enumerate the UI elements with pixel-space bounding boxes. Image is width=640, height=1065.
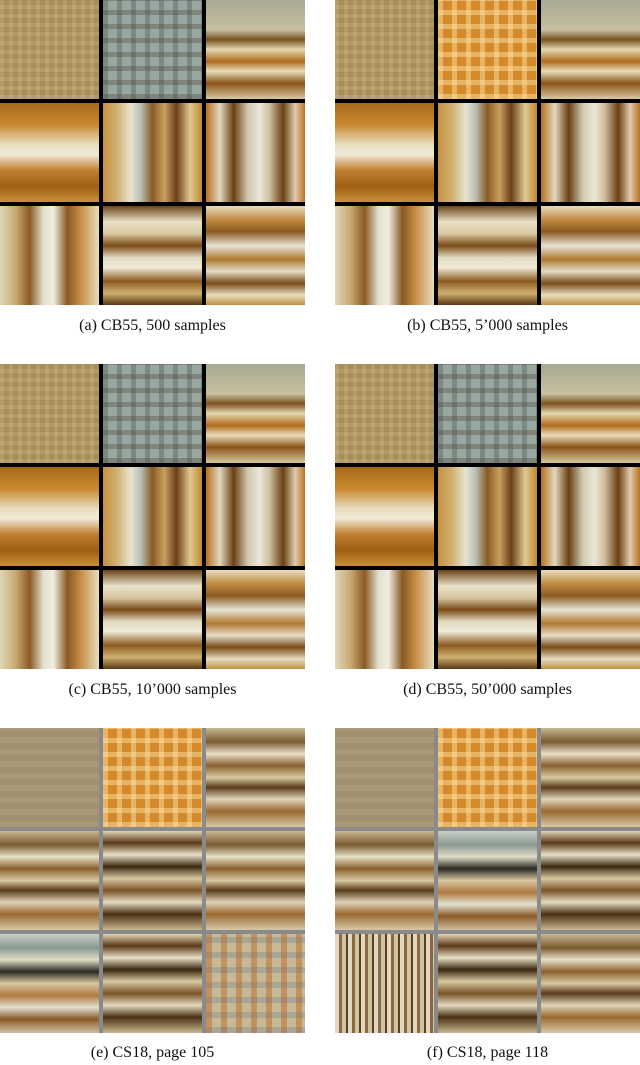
filter-tile <box>335 934 434 1033</box>
caption-f: (f) CS18, page 118 <box>426 1044 549 1061</box>
filter-tile <box>103 570 202 669</box>
filter-tile <box>0 831 99 930</box>
filter-tile <box>103 934 202 1033</box>
filter-tile <box>438 103 537 202</box>
filter-tile <box>0 103 99 202</box>
filter-tile <box>335 728 434 827</box>
filter-grid-a <box>0 0 305 305</box>
panel-d <box>335 364 640 669</box>
filter-tile <box>0 570 99 669</box>
filter-tile <box>206 570 305 669</box>
filter-tile <box>0 728 99 827</box>
filter-tile <box>206 103 305 202</box>
caption-d: (d) CB55, 50’000 samples <box>403 681 572 698</box>
filter-tile <box>103 0 202 99</box>
filter-grid-b <box>335 0 640 305</box>
filter-tile <box>438 364 537 463</box>
filter-tile <box>438 206 537 305</box>
filter-tile <box>103 206 202 305</box>
filter-tile <box>541 206 640 305</box>
filter-tile <box>335 206 434 305</box>
filter-tile <box>438 934 537 1033</box>
filter-tile <box>541 103 640 202</box>
filter-tile <box>541 831 640 930</box>
filter-tile <box>206 934 305 1033</box>
filter-tile <box>438 0 537 99</box>
caption-a: (a) CB55, 500 samples <box>79 317 226 334</box>
filter-tile <box>206 831 305 930</box>
filter-tile <box>103 364 202 463</box>
filter-grid-c <box>0 364 305 669</box>
filter-tile <box>0 364 99 463</box>
filter-tile <box>206 0 305 99</box>
panel-f <box>335 728 640 1033</box>
filter-grid-f <box>335 728 640 1033</box>
filter-tile <box>0 934 99 1033</box>
filter-tile <box>206 206 305 305</box>
filter-tile <box>438 728 537 827</box>
caption-b: (b) CB55, 5’000 samples <box>407 317 568 334</box>
filter-tile <box>335 570 434 669</box>
filter-tile <box>541 0 640 99</box>
filter-tile <box>206 467 305 566</box>
filter-tile <box>438 467 537 566</box>
filter-tile <box>335 831 434 930</box>
panel-c <box>0 364 305 669</box>
panel-b <box>335 0 640 305</box>
filter-tile <box>541 467 640 566</box>
filter-tile <box>335 467 434 566</box>
caption-c: (c) CB55, 10’000 samples <box>68 681 237 698</box>
filter-tile <box>0 467 99 566</box>
filter-tile <box>335 103 434 202</box>
caption-e: (e) CS18, page 105 <box>90 1044 215 1061</box>
filter-tile <box>335 0 434 99</box>
filter-tile <box>103 467 202 566</box>
filter-tile <box>541 728 640 827</box>
panel-e <box>0 728 305 1033</box>
filter-tile <box>206 728 305 827</box>
panel-a <box>0 0 305 305</box>
filter-grid-d <box>335 364 640 669</box>
filter-tile <box>438 570 537 669</box>
filter-tile <box>438 831 537 930</box>
filter-tile <box>541 934 640 1033</box>
filter-tile <box>206 364 305 463</box>
filter-tile <box>541 364 640 463</box>
filter-tile <box>335 364 434 463</box>
filter-tile <box>103 728 202 827</box>
filter-tile <box>103 103 202 202</box>
filter-tile <box>541 570 640 669</box>
filter-tile <box>0 0 99 99</box>
filter-grid-e <box>0 728 305 1033</box>
filter-tile <box>0 206 99 305</box>
filter-tile <box>103 831 202 930</box>
